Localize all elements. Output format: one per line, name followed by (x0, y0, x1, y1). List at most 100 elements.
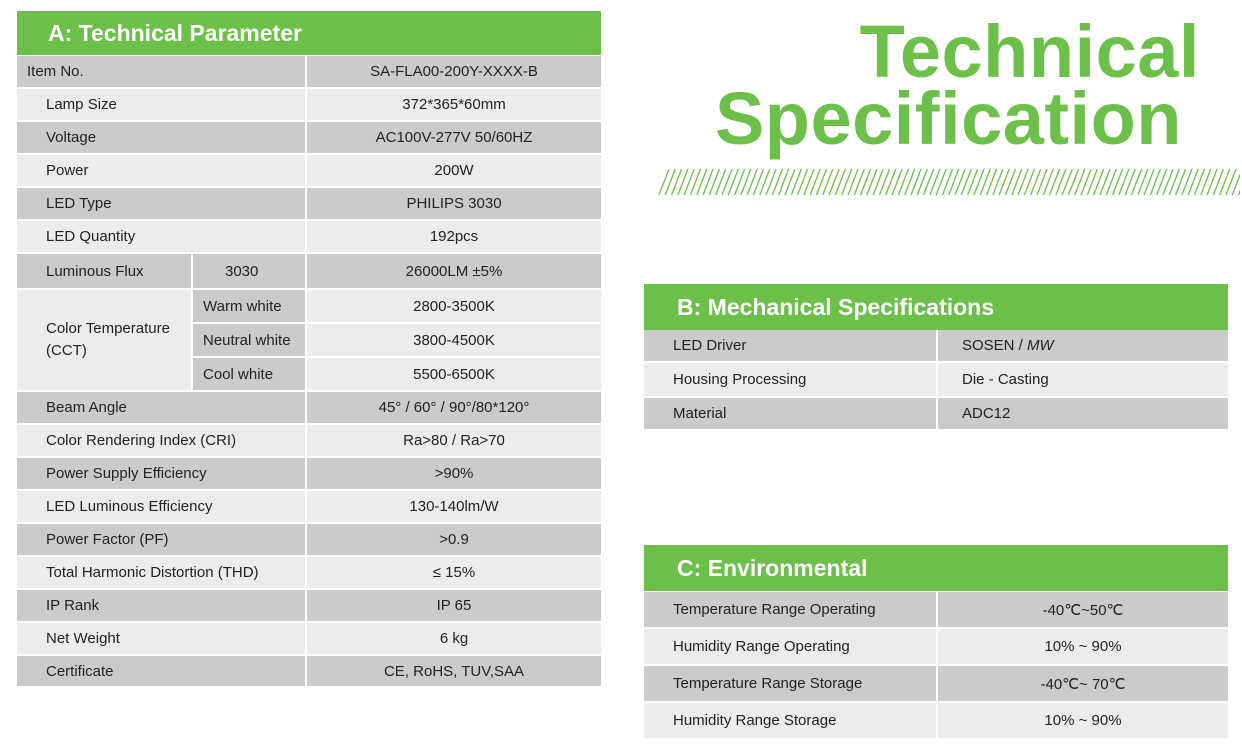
row-value: 10% ~ 90% (938, 629, 1228, 666)
table-row: Total Harmonic Distortion (THD) ≤ 15% (17, 557, 601, 590)
row-value: 130-140lm/W (307, 491, 601, 524)
hatch-line (721, 168, 733, 196)
table-row: Color Temperature (CCT) Warm white 2800-… (17, 290, 601, 392)
table-row: Color Rendering Index (CRI) Ra>80 / Ra>7… (17, 425, 601, 458)
hatch-line (1048, 168, 1061, 196)
hatch-line (1118, 168, 1130, 196)
hatch-line (1036, 168, 1048, 196)
hatch-line (1004, 168, 1017, 196)
hatch-line (1181, 168, 1193, 196)
hatch-line (683, 168, 695, 196)
row-label: Luminous Flux (17, 254, 193, 290)
hatch-line (1099, 168, 1111, 196)
section-c-title: C: Environmental (677, 554, 868, 581)
hatch-line (1030, 168, 1042, 196)
cct-label-line2: (CCT) (46, 342, 87, 359)
hatch-line (1156, 168, 1168, 196)
hatch-line (790, 168, 802, 196)
row-label: Voltage (17, 122, 307, 155)
driver-brand-italic: MW (1027, 337, 1054, 354)
row-value: PHILIPS 3030 (307, 188, 601, 221)
row-label: Power (17, 155, 307, 188)
hatch-line (891, 168, 903, 196)
row-value: SOSEN / MW (938, 330, 1228, 363)
row-value: 200W (307, 155, 601, 188)
table-row: Item No. SA-FLA00-200Y-XXXX-B (17, 56, 601, 89)
hatch-line (1225, 168, 1237, 196)
hatch-line (973, 168, 985, 196)
row-value: 5500-6500K (307, 358, 601, 392)
hatch-line (910, 168, 922, 196)
hatch-line (784, 168, 796, 196)
hatch-line (689, 168, 702, 196)
hatch-line (841, 168, 853, 196)
hatch-line (765, 168, 777, 196)
hatch-line (998, 168, 1010, 196)
hatch-line (1130, 168, 1143, 196)
hatch-line (740, 168, 752, 196)
hatch-line (677, 168, 689, 196)
hatch-line (866, 168, 878, 196)
row-label: Material (644, 398, 938, 431)
row-label: LED Quantity (17, 221, 307, 254)
hatch-line (1061, 168, 1073, 196)
hatch-line (1086, 168, 1099, 196)
section-a-title: A: Technical Parameter (48, 19, 302, 46)
table-row: Net Weight 6 kg (17, 623, 601, 656)
cct-label-line1: Color Temperature (46, 320, 170, 337)
row-label: LED Driver (644, 330, 938, 363)
hatch-line (985, 168, 998, 196)
row-label: Temperature Range Storage (644, 666, 938, 703)
hatch-line (822, 168, 834, 196)
row-label: Power Supply Efficiency (17, 458, 307, 491)
row-label: Temperature Range Operating (644, 592, 938, 629)
row-value: -40℃~ 70℃ (938, 666, 1228, 703)
row-value: ≤ 15% (307, 557, 601, 590)
hatch-line (872, 168, 884, 196)
table-row: LED Type PHILIPS 3030 (17, 188, 601, 221)
mechanical-spec-table: LED Driver SOSEN / MW Housing Processing… (644, 330, 1228, 431)
hatch-line (803, 168, 815, 196)
section-a-header: A: Technical Parameter (17, 11, 601, 55)
row-label: Lamp Size (17, 89, 307, 122)
hatch-line (658, 168, 670, 196)
hatch-line (1200, 168, 1212, 196)
row-sublabel: Neutral white (193, 324, 307, 358)
row-value: SA-FLA00-200Y-XXXX-B (307, 56, 601, 89)
hatch-line (954, 168, 966, 196)
hatch-line (708, 168, 721, 196)
row-value: 192pcs (307, 221, 601, 254)
row-value: IP 65 (307, 590, 601, 623)
hatch-line (1237, 189, 1240, 196)
hatch-line (828, 168, 840, 196)
row-label: Power Factor (PF) (17, 524, 307, 557)
hatch-line (664, 168, 676, 196)
row-label: Certificate (17, 656, 307, 688)
row-value: AC100V-277V 50/60HZ (307, 122, 601, 155)
table-row: LED Driver SOSEN / MW (644, 330, 1228, 363)
row-value: 6 kg (307, 623, 601, 656)
hatch-line (746, 168, 758, 196)
row-value: Die - Casting (938, 363, 1228, 398)
hatch-line (715, 168, 727, 196)
table-row: Lamp Size 372*365*60mm (17, 89, 601, 122)
hatch-line (979, 168, 991, 196)
row-sublabel: Cool white (193, 358, 307, 392)
decorative-hatch-stripe (658, 168, 1240, 196)
row-value: >90% (307, 458, 601, 491)
row-label: LED Luminous Efficiency (17, 491, 307, 524)
driver-brand: SOSEN / (962, 337, 1023, 354)
section-c-header: C: Environmental (644, 545, 1228, 591)
hatch-line (904, 168, 916, 196)
hatch-line (1137, 168, 1149, 196)
hatch-line (702, 168, 714, 196)
title-line1: Technical (859, 10, 1200, 93)
hatch-line (771, 168, 784, 196)
hatch-line (878, 168, 891, 196)
hatch-line (1074, 168, 1086, 196)
hatch-line (1187, 168, 1199, 196)
hatch-line (1219, 168, 1231, 196)
hatch-line (859, 168, 872, 196)
table-row: Cool white 5500-6500K (17, 358, 601, 392)
environmental-table: Temperature Range Operating -40℃~50℃ Hum… (644, 592, 1228, 740)
